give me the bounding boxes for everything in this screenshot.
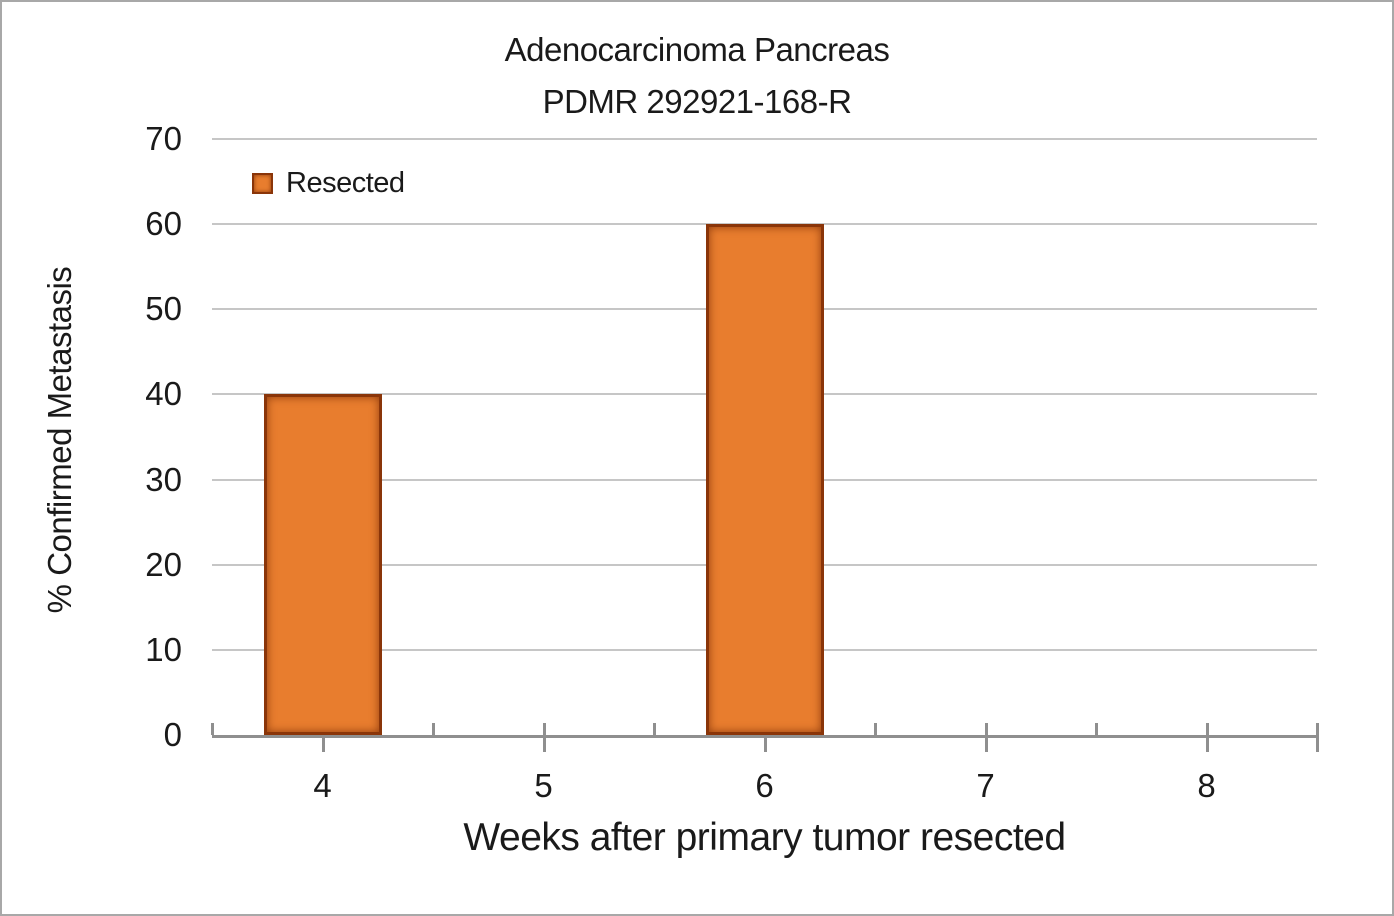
x-tick-label-7: 7 bbox=[976, 767, 995, 804]
x-axis-boundary-tick bbox=[874, 723, 877, 735]
x-axis-boundary-tick bbox=[653, 723, 656, 735]
plot-area bbox=[211, 138, 1319, 752]
y-tick-label-0: 0 bbox=[163, 716, 182, 753]
y-tick-label-40: 40 bbox=[145, 375, 182, 413]
x-axis-boundary-tick bbox=[432, 723, 435, 735]
y-tick-label-50: 50 bbox=[145, 290, 182, 328]
x-axis-title: Weeks after primary tumor resected bbox=[463, 816, 1066, 859]
x-tick-label-5: 5 bbox=[534, 767, 553, 804]
x-tick-label-6: 6 bbox=[755, 767, 774, 804]
legend: Resected bbox=[252, 167, 405, 200]
x-axis-center-tick bbox=[543, 723, 546, 752]
y-tick-label-60: 60 bbox=[145, 205, 182, 243]
legend-marker-resected bbox=[252, 173, 273, 194]
x-axis-boundary-tick bbox=[1316, 723, 1319, 752]
y-tick-label-20: 20 bbox=[145, 545, 182, 583]
x-axis-center-tick bbox=[985, 723, 988, 752]
chart-title: Adenocarcinoma Pancreas PDMR 292921-168-… bbox=[2, 24, 1392, 128]
x-axis-boundary-tick bbox=[211, 723, 214, 735]
chart-title-line1: Adenocarcinoma Pancreas bbox=[504, 31, 890, 68]
x-axis-boundary-tick bbox=[1095, 723, 1098, 735]
x-axis-center-tick bbox=[1206, 723, 1209, 752]
x-tick-label-4: 4 bbox=[313, 767, 332, 804]
chart-title-line2: PDMR 292921-168-R bbox=[542, 83, 852, 120]
bar-week-4 bbox=[264, 394, 382, 735]
x-tick-label-8: 8 bbox=[1197, 767, 1216, 804]
y-tick-label-10: 10 bbox=[145, 630, 182, 668]
x-axis-center-tick bbox=[764, 723, 767, 752]
y-tick-label-70: 70 bbox=[145, 120, 182, 157]
legend-label: Resected bbox=[286, 167, 405, 199]
x-axis-center-tick bbox=[322, 723, 325, 752]
bar-week-6 bbox=[706, 224, 824, 735]
gridline-70 bbox=[212, 138, 1317, 140]
y-tick-label-30: 30 bbox=[145, 460, 182, 498]
